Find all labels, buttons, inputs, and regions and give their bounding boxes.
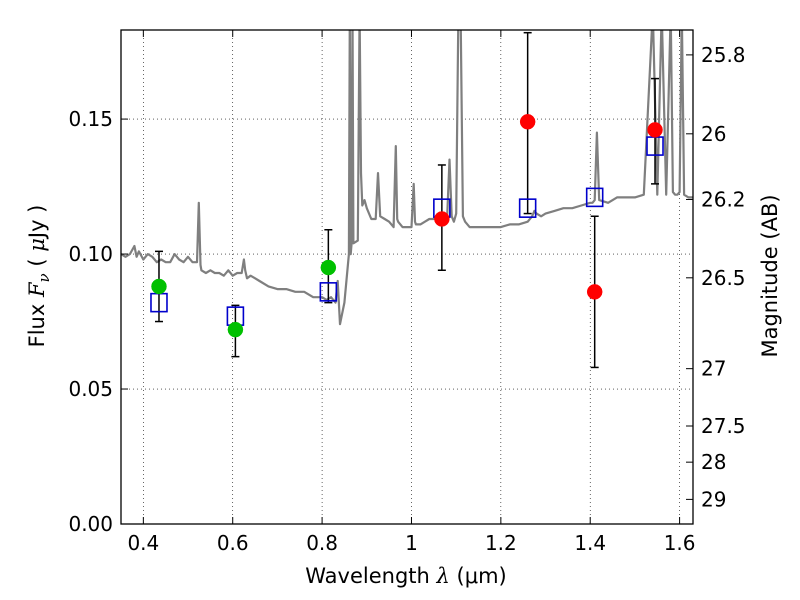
y2-tick-label: 29 xyxy=(701,487,726,511)
detection-point xyxy=(227,321,244,338)
model-square-marker xyxy=(319,282,338,302)
y-axis-label-symbol: F xyxy=(25,281,49,298)
grid xyxy=(121,30,693,525)
x-axis-label-prefix: Wavelength xyxy=(305,564,436,588)
y-tick-label: 0.15 xyxy=(68,107,113,131)
y2-tick-label: 26.5 xyxy=(701,266,746,290)
y2-tick-label: 28 xyxy=(701,450,726,474)
detection-point xyxy=(586,284,603,300)
plot-frame xyxy=(120,29,694,525)
axis-ticks: 0.4 0.6 0.8 1 1.2 1.4 1.6 0.00 0.05 0.10 0.15 25.8 2… xyxy=(68,30,746,555)
y-axis-label-mu: μ xyxy=(25,238,49,252)
y-tick-label: 0.05 xyxy=(68,377,113,401)
x-tick-label: 1 xyxy=(405,531,418,555)
detection-point xyxy=(320,259,337,276)
y-axis-label-unit: Jy ) xyxy=(25,205,49,241)
detection-point xyxy=(151,278,167,295)
y2-tick-label: 26.2 xyxy=(701,187,746,211)
y2-tick-label: 27.5 xyxy=(701,414,746,438)
y-axis-label-subscript: ν xyxy=(35,273,53,282)
y-axis-label-word: Flux xyxy=(25,304,49,348)
detection-point xyxy=(434,211,450,227)
y-tick-label: 0.10 xyxy=(68,242,113,266)
detection-point xyxy=(647,122,663,138)
x-axis-label-symbol: λ xyxy=(436,564,450,588)
x-axis-label-unit: (μm) xyxy=(457,564,507,588)
template-spectrum xyxy=(121,30,693,326)
spectrum-line xyxy=(121,30,693,326)
model-square-marker xyxy=(585,187,604,208)
y2-tick-label: 26 xyxy=(701,122,726,146)
model-square-marker xyxy=(518,198,537,218)
x-tick-label: 0.8 xyxy=(306,531,338,555)
y-axis-label-paren: ( xyxy=(25,252,49,267)
y2-tick-label: 27 xyxy=(701,357,726,381)
error-bars xyxy=(154,31,660,369)
y-axis-label: Flux Fν ( μJy ) xyxy=(25,205,53,348)
x-tick-label: 1.2 xyxy=(485,531,517,555)
x-tick-label: 0.6 xyxy=(217,531,249,555)
y-tick-label: 0.00 xyxy=(68,512,113,536)
x-tick-label: 1.4 xyxy=(574,531,606,555)
detection-point xyxy=(519,114,536,130)
x-axis-label: Wavelength λ (μm) xyxy=(305,564,506,588)
y2-axis-label: Magnitude (AB) xyxy=(758,194,782,357)
x-tick-label: 0.4 xyxy=(127,531,159,555)
y2-tick-label: 25.8 xyxy=(701,43,746,67)
data-markers xyxy=(150,114,664,338)
x-tick-label: 1.6 xyxy=(664,531,696,555)
